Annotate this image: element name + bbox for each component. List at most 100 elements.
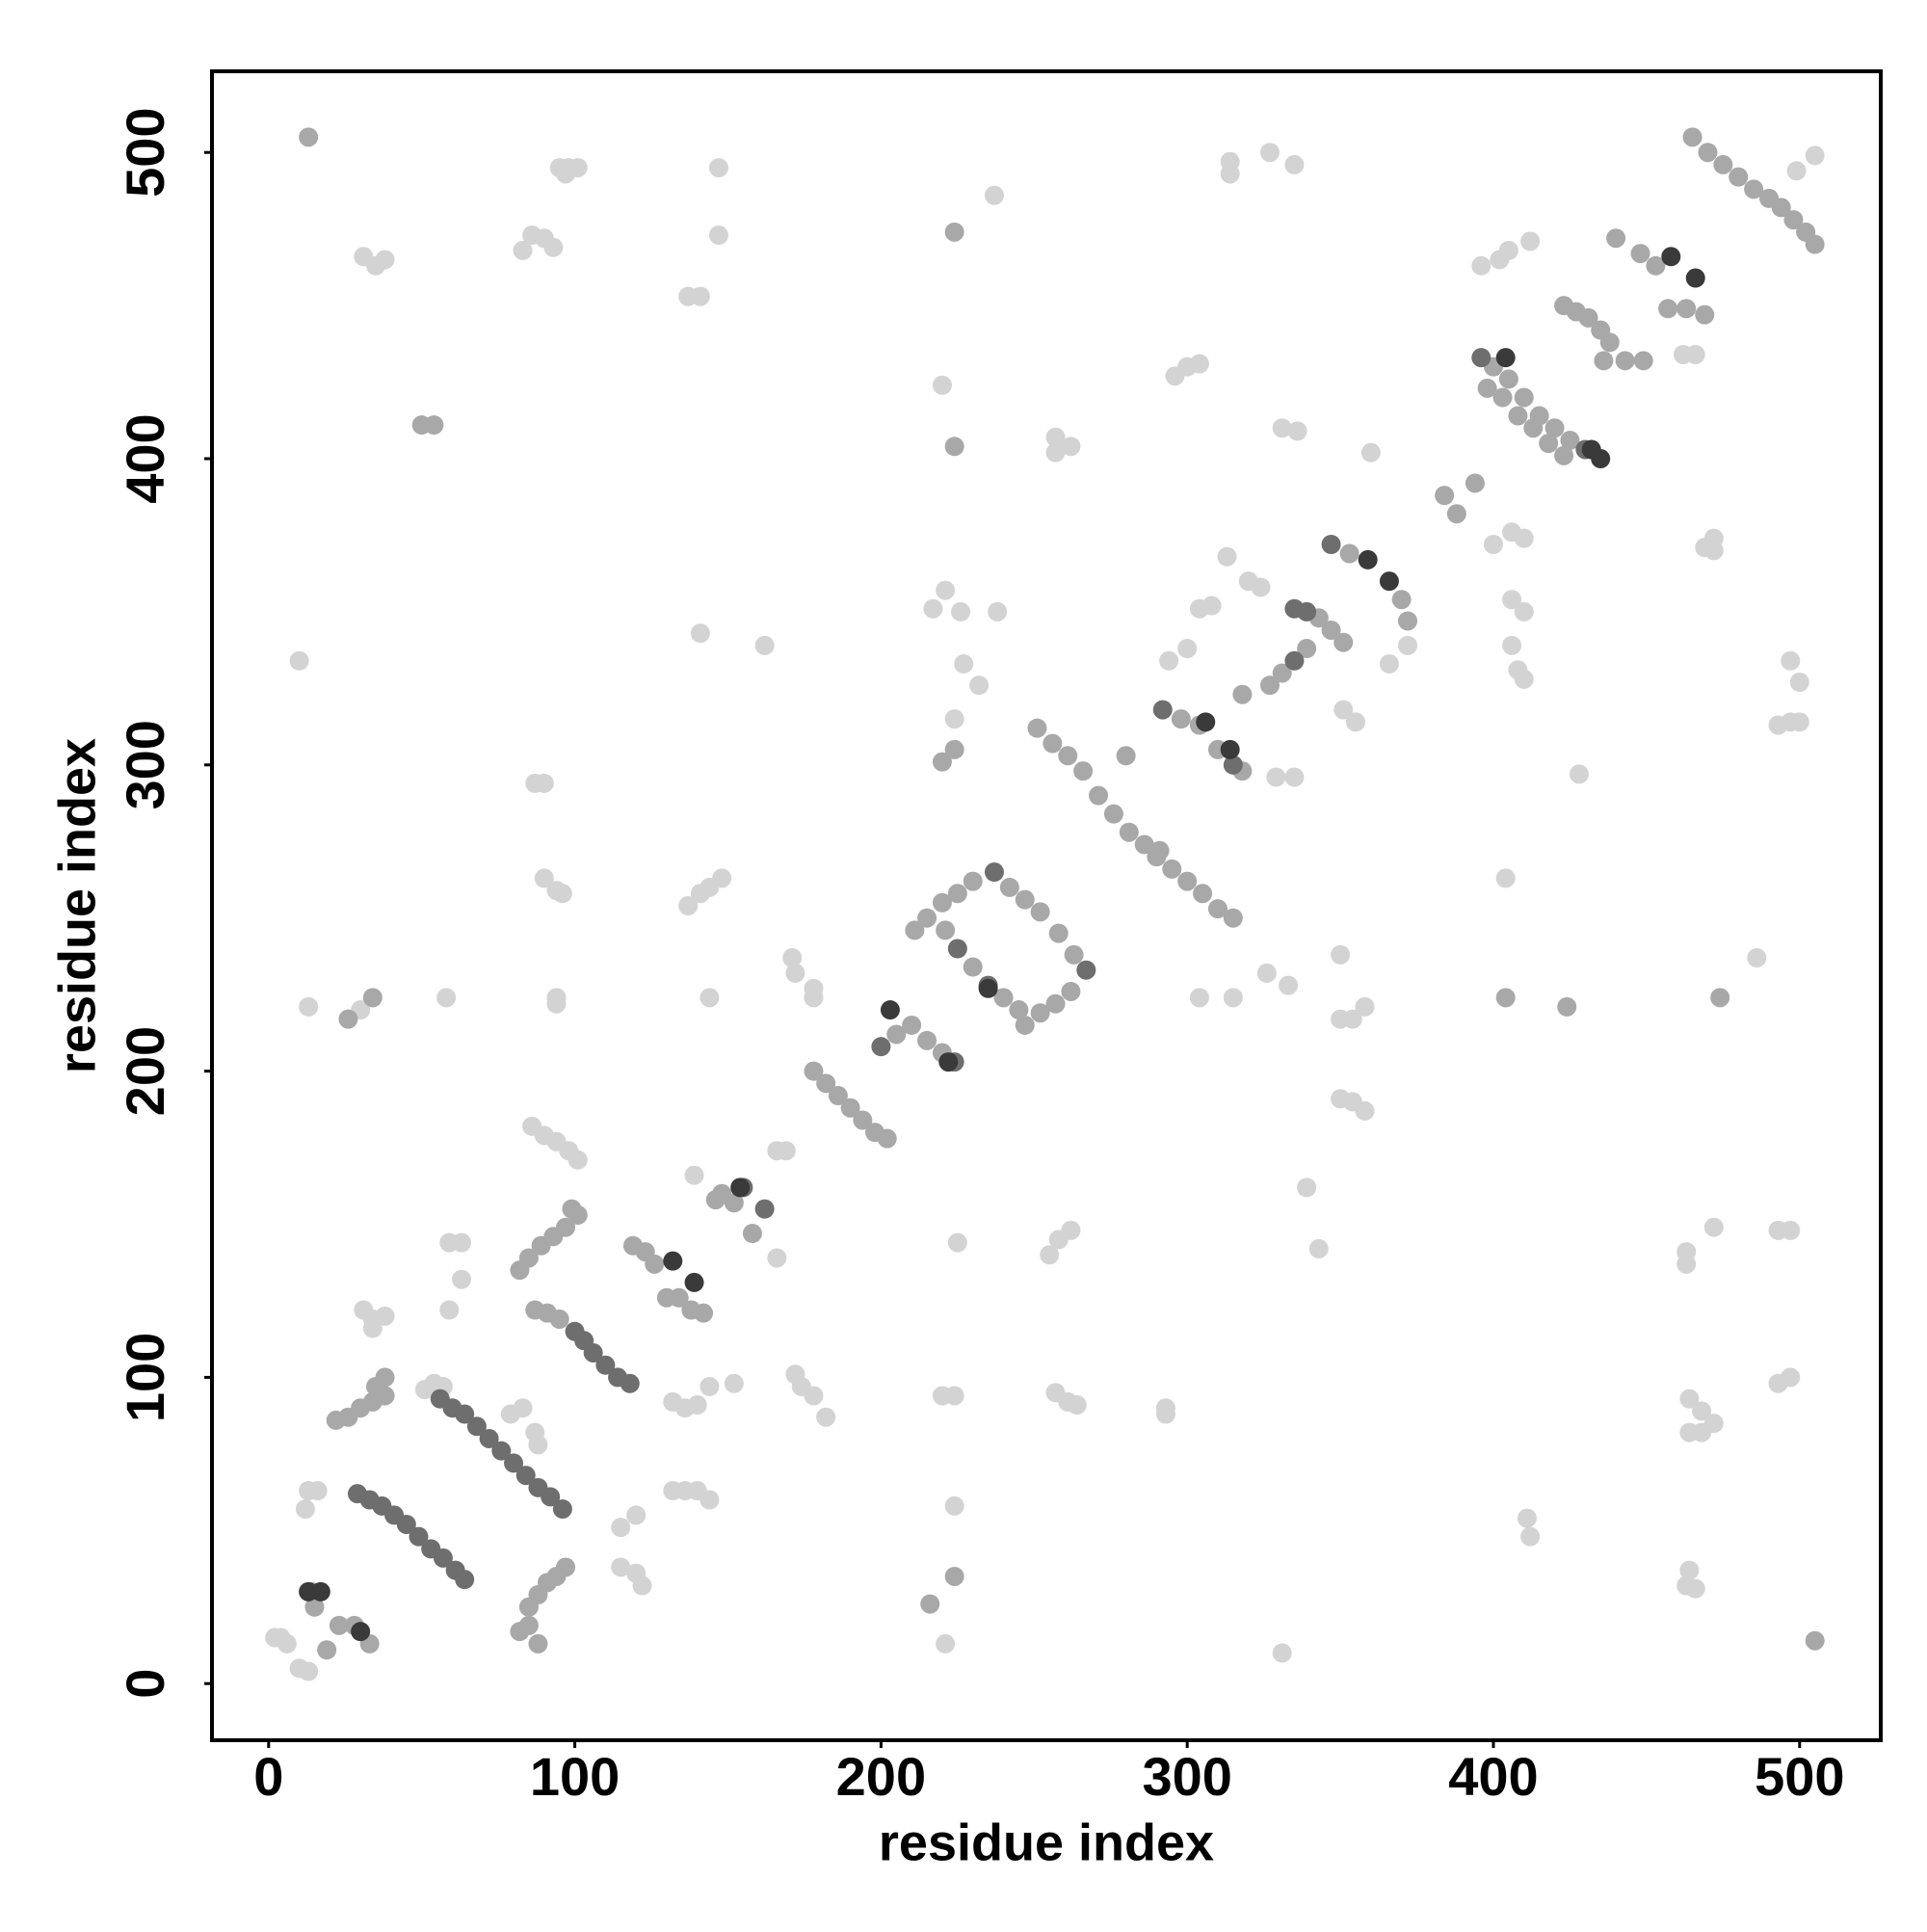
point	[1502, 635, 1522, 655]
point	[556, 1557, 576, 1577]
point	[944, 1386, 964, 1406]
point	[880, 1000, 900, 1020]
point	[362, 988, 383, 1008]
point	[754, 635, 775, 655]
point	[1569, 764, 1589, 784]
point	[1685, 1578, 1705, 1599]
point	[556, 1217, 576, 1237]
point	[299, 1661, 319, 1681]
point	[1321, 534, 1341, 554]
point	[1729, 167, 1749, 187]
point	[1279, 975, 1299, 995]
point	[954, 653, 974, 674]
point	[304, 1597, 325, 1617]
point	[1297, 639, 1317, 659]
point	[678, 896, 699, 915]
point	[1676, 299, 1697, 319]
point	[816, 1073, 836, 1094]
point	[963, 871, 983, 891]
point	[1043, 733, 1063, 754]
point	[1027, 718, 1047, 738]
point	[1771, 198, 1791, 218]
point	[1045, 427, 1066, 447]
point	[1193, 884, 1213, 904]
point	[1789, 673, 1809, 693]
point	[853, 1110, 873, 1130]
point	[396, 1514, 416, 1534]
point	[1045, 442, 1066, 463]
x-tick-label: 100	[530, 1746, 620, 1807]
point	[1520, 1526, 1541, 1547]
y-tick-label: 400	[115, 413, 175, 503]
point	[1333, 632, 1354, 652]
point	[963, 957, 983, 977]
point	[1297, 601, 1317, 622]
point	[754, 1199, 775, 1219]
point	[546, 993, 567, 1014]
point	[712, 868, 732, 888]
point	[724, 1373, 744, 1393]
point	[1355, 1100, 1375, 1121]
point	[978, 978, 998, 998]
point	[1284, 154, 1305, 174]
point	[1498, 240, 1518, 260]
point	[1360, 442, 1381, 463]
point	[1695, 304, 1715, 325]
point	[920, 1594, 940, 1614]
point	[984, 185, 1004, 205]
point	[1692, 1422, 1712, 1442]
point	[1058, 746, 1078, 766]
point	[816, 1407, 836, 1427]
y-tick-label: 300	[115, 720, 175, 809]
point	[1539, 434, 1559, 454]
point	[944, 437, 964, 457]
point	[549, 1310, 569, 1330]
point	[1015, 889, 1035, 910]
point	[1030, 902, 1050, 922]
point	[923, 598, 943, 619]
point	[1355, 996, 1375, 1017]
point	[1508, 406, 1528, 426]
point	[687, 1395, 707, 1416]
point	[1713, 154, 1733, 174]
point	[1089, 785, 1109, 806]
y-tick-label: 100	[115, 1333, 175, 1422]
point	[663, 1251, 683, 1271]
point	[1495, 348, 1516, 368]
point	[984, 862, 1004, 883]
point	[1698, 143, 1718, 163]
point	[1781, 1220, 1801, 1240]
point	[1162, 859, 1182, 879]
point	[1502, 590, 1522, 610]
point	[1067, 1395, 1087, 1416]
point	[1465, 473, 1485, 493]
point	[1061, 981, 1081, 1001]
point	[1514, 601, 1534, 622]
point	[299, 996, 319, 1017]
point	[1189, 354, 1209, 374]
point	[1321, 620, 1341, 640]
x-tick-label: 400	[1448, 1746, 1538, 1807]
point	[1692, 1401, 1712, 1421]
point	[742, 1224, 762, 1244]
point	[338, 1009, 358, 1029]
point	[1398, 611, 1418, 631]
point	[1155, 1404, 1175, 1424]
point	[669, 1287, 689, 1308]
point	[877, 1128, 897, 1149]
point	[767, 1248, 787, 1268]
point	[528, 1633, 548, 1654]
point	[1498, 369, 1518, 389]
point	[1523, 418, 1544, 438]
point	[936, 1633, 956, 1654]
point	[1679, 1560, 1700, 1580]
point	[1284, 767, 1305, 787]
y-tick-label: 0	[115, 1669, 175, 1699]
point	[1223, 754, 1243, 775]
point	[1676, 1254, 1697, 1274]
point	[543, 237, 564, 257]
point	[905, 920, 925, 940]
point	[917, 1030, 937, 1050]
point	[1177, 639, 1198, 659]
